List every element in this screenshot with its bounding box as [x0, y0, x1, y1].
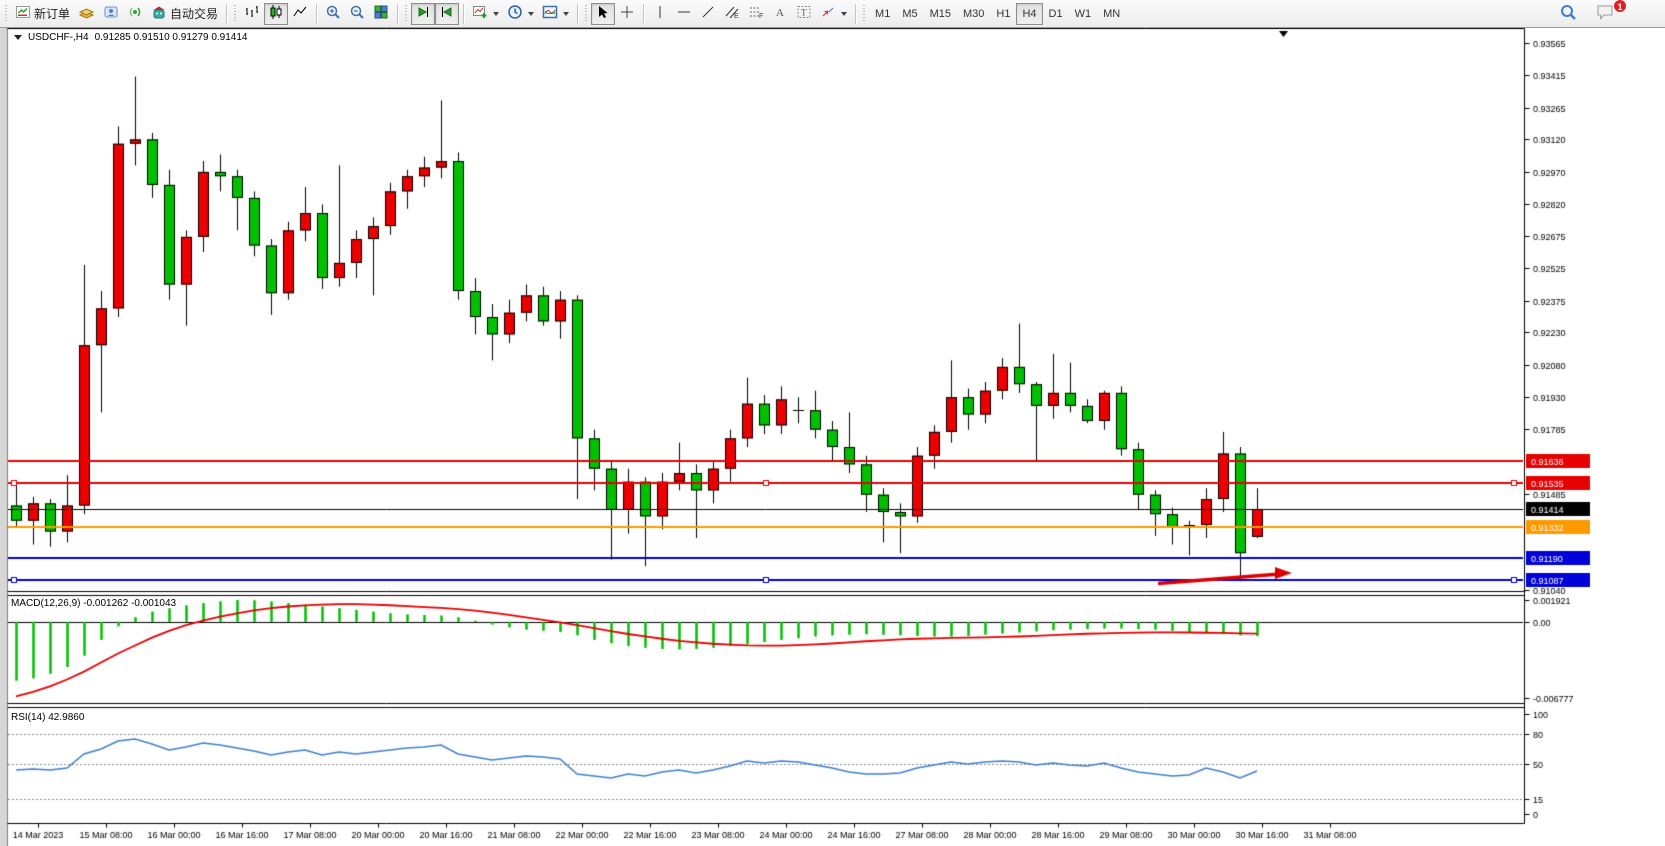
search-icon — [1559, 3, 1577, 24]
vertical-line-tool-button[interactable] — [648, 3, 672, 25]
auto-trading-button[interactable]: 自动交易 — [147, 3, 222, 25]
collapse-panel-icon[interactable] — [14, 35, 22, 40]
crosshair-tool-button[interactable] — [615, 3, 639, 25]
main-toolbar: 新订单 自动交易 — [0, 0, 1665, 28]
svg-text:F: F — [759, 13, 763, 20]
text-label-tool-button[interactable]: T — [792, 3, 816, 25]
person-icon — [103, 4, 119, 23]
auto-trading-label: 自动交易 — [170, 7, 219, 21]
vertical-line-icon — [654, 4, 666, 23]
tile-windows-icon — [373, 4, 389, 23]
chevron-down-icon — [528, 11, 535, 16]
zoom-out-button[interactable] — [345, 3, 369, 25]
clock-icon — [507, 4, 523, 23]
bar-chart-icon — [244, 4, 260, 23]
chart-shift-button[interactable] — [435, 2, 460, 25]
toolbar-grip — [404, 4, 410, 23]
periods-button[interactable] — [503, 3, 538, 25]
toolbar-right-group: 1 — [1555, 0, 1659, 25]
market-watch-button[interactable] — [74, 3, 99, 25]
signals-button[interactable] — [123, 3, 147, 25]
chart-symbol-period: USDCHF-,H4 — [28, 32, 89, 43]
chart-canvas[interactable] — [0, 28, 1665, 846]
chevron-down-icon — [563, 11, 570, 16]
text-tool-button[interactable]: A — [768, 3, 792, 25]
notification-badge: 1 — [1613, 0, 1627, 13]
new-chart-icon — [472, 4, 488, 23]
trendline-tool-button[interactable] — [696, 3, 720, 25]
timeframe-button-MN[interactable]: MN — [1097, 3, 1126, 25]
chat-bubble-icon — [1595, 3, 1615, 24]
toolbar-separator — [855, 3, 857, 24]
new-order-button[interactable]: 新订单 — [11, 3, 74, 25]
toolbar-grip — [4, 4, 9, 23]
bar-chart-button[interactable] — [240, 3, 264, 25]
crosshair-icon — [619, 4, 635, 23]
equidistant-channel-tool-button[interactable]: E — [720, 3, 744, 25]
channel-icon: E — [724, 4, 740, 23]
svg-text:T: T — [801, 8, 807, 18]
toolbar-separator — [226, 3, 228, 24]
tile-windows-button[interactable] — [369, 3, 393, 25]
data-window-button[interactable] — [99, 3, 123, 25]
toolbar-grip — [584, 4, 590, 23]
toolbar-separator — [643, 3, 645, 24]
indicators-button[interactable] — [538, 3, 573, 25]
timeframe-button-M1[interactable]: M1 — [869, 3, 896, 25]
macd-indicator-label: MACD(12,26,9) -0.001262 -0.001043 — [11, 598, 177, 609]
chart-window: USDCHF-,H4 0.91285 0.91510 0.91279 0.914… — [0, 28, 1665, 846]
horizontal-line-tool-button[interactable] — [672, 3, 696, 25]
timeframe-group: M1 M5 M15 M30 H1 H4 D1 W1 MN — [869, 2, 1126, 25]
cursor-icon — [595, 4, 611, 23]
gold-ingots-icon — [78, 4, 95, 23]
arrows-icon — [820, 4, 836, 23]
toolbar-grip — [233, 4, 239, 23]
text-icon: A — [773, 4, 787, 23]
zoom-in-icon — [325, 4, 341, 23]
timeframe-button-M5[interactable]: M5 — [896, 3, 923, 25]
candlestick-chart-button[interactable] — [264, 2, 289, 25]
auto-scroll-button[interactable] — [411, 2, 436, 25]
line-chart-button[interactable] — [288, 3, 312, 25]
cursor-tool-button[interactable] — [591, 2, 616, 25]
svg-text:E: E — [734, 13, 739, 20]
fibonacci-icon: F — [748, 4, 764, 23]
chat-button[interactable] — [1591, 3, 1619, 25]
timeframe-button-W1[interactable]: W1 — [1069, 3, 1098, 25]
line-chart-icon — [292, 4, 308, 23]
candlestick-chart-icon — [268, 4, 284, 23]
toolbar-grip — [862, 4, 868, 23]
new-order-label: 新订单 — [34, 7, 71, 21]
text-label-icon: T — [796, 4, 812, 23]
chart-ohlc-values: 0.91285 0.91510 0.91279 0.91414 — [94, 32, 248, 43]
toolbar-separator — [397, 3, 399, 24]
chevron-down-icon — [493, 11, 500, 16]
new-order-icon — [15, 4, 31, 23]
auto-scroll-icon — [415, 4, 431, 23]
rsi-indicator-label: RSI(14) 42.9860 — [11, 712, 85, 723]
fibonacci-tool-button[interactable]: F — [744, 3, 768, 25]
timeframe-button-D1[interactable]: D1 — [1043, 3, 1069, 25]
timeframe-button-M15[interactable]: M15 — [924, 3, 957, 25]
svg-text:A: A — [776, 7, 784, 19]
timeframe-button-H4[interactable]: H4 — [1016, 2, 1043, 25]
toolbar-separator — [577, 3, 579, 24]
trendline-icon — [700, 4, 716, 23]
signal-waves-icon — [127, 4, 143, 23]
search-button[interactable] — [1555, 3, 1581, 25]
horizontal-line-icon — [676, 4, 692, 23]
chart-shift-icon — [439, 4, 455, 23]
chevron-down-icon — [841, 11, 848, 16]
zoom-out-icon — [349, 4, 365, 23]
chart-header: USDCHF-,H4 0.91285 0.91510 0.91279 0.914… — [14, 32, 248, 43]
zoom-in-button[interactable] — [321, 3, 345, 25]
indicators-icon — [542, 4, 558, 23]
toolbar-separator — [316, 3, 318, 24]
timeframe-button-H1[interactable]: H1 — [990, 3, 1016, 25]
arrows-tool-button[interactable] — [816, 3, 851, 25]
timeframe-button-M30[interactable]: M30 — [957, 3, 990, 25]
new-chart-button[interactable] — [468, 3, 503, 25]
toolbar-separator — [463, 3, 465, 24]
robot-icon — [151, 4, 167, 23]
